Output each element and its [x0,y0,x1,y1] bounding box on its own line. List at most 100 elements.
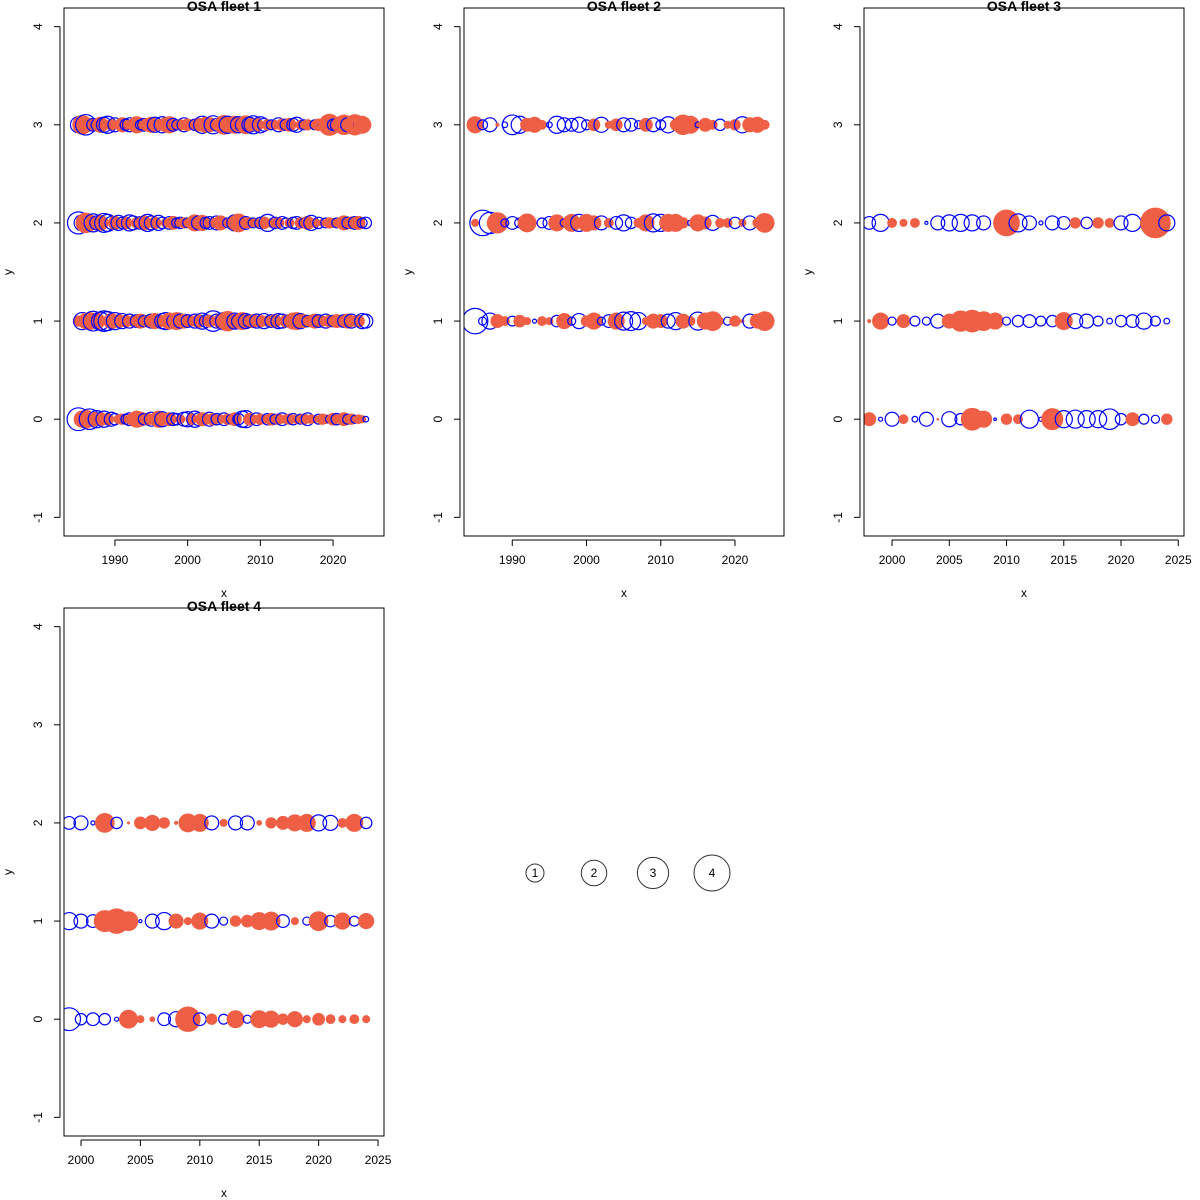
x-axis-label: x [1021,586,1027,600]
negative-residual-bubble [157,1012,172,1027]
negative-residual-bubble [73,815,89,831]
positive-residual-bubble [1104,217,1115,228]
positive-residual-bubble [526,116,543,133]
negative-residual-bubble [64,911,79,931]
y-tick-label: 3 [31,121,45,128]
negative-residual-bubble [1138,413,1150,425]
negative-residual-bubble [930,215,946,231]
negative-residual-bubble [113,1016,120,1022]
negative-residual-bubble [1019,409,1040,429]
negative-residual-bubble [1077,410,1096,429]
legend-size-label: 2 [591,866,598,880]
negative-residual-bubble [1135,312,1153,330]
positive-residual-bubble [298,413,310,425]
negative-residual-bubble [464,307,489,335]
positive-residual-bubble [290,917,299,926]
negative-residual-bubble [227,815,244,831]
y-axis-label: y [801,269,815,275]
negative-residual-bubble [1163,317,1171,325]
positive-residual-bubble [262,1010,280,1028]
positive-residual-bubble [499,316,510,327]
positive-residual-bubble [887,217,898,228]
x-tick-label: 2020 [1108,553,1135,567]
positive-residual-bubble [675,313,691,329]
negative-residual-bubble [909,315,921,327]
x-tick-label: 2005 [127,1153,154,1167]
negative-residual-bubble [1038,220,1044,226]
positive-residual-bubble [936,417,940,421]
positive-residual-bubble [749,116,766,133]
positive-residual-bubble [562,213,581,232]
positive-residual-bubble [308,911,329,931]
positive-residual-bubble [345,813,364,832]
y-tick-label: -1 [431,512,445,523]
x-tick-label: 2005 [936,553,963,567]
bubble-layer [66,113,374,432]
positive-residual-bubble [302,1015,311,1024]
x-tick-label: 2015 [246,1153,273,1167]
positive-residual-bubble [243,217,256,229]
y-axis-label: y [401,269,415,275]
positive-residual-bubble [513,314,527,328]
positive-residual-bubble [94,813,115,833]
negative-residual-bubble [536,217,548,229]
positive-residual-bubble [190,813,209,832]
positive-residual-bubble [168,913,184,929]
negative-residual-bubble [1044,215,1060,231]
positive-residual-bubble [729,119,741,131]
legend-size-label: 3 [650,866,657,880]
negative-residual-bubble [354,312,371,330]
y-tick-label: 1 [431,317,445,324]
positive-residual-bubble [226,1010,245,1029]
plot-frame [863,7,1185,537]
negative-residual-bubble [1035,315,1047,327]
x-tick-label: 2000 [879,553,906,567]
negative-residual-bubble [1021,215,1037,231]
negative-residual-bubble [864,215,877,230]
positive-residual-bubble [261,911,281,931]
positive-residual-bubble [201,117,218,133]
positive-residual-bubble [337,817,348,828]
panel-1: -1 0 1 2 3 4 1990 2000 2010 2020 OSA fleet 1 x y [1,0,385,600]
negative-residual-bubble [98,1012,112,1026]
negative-residual-bubble [564,117,579,132]
negative-residual-bubble [90,820,96,826]
size-legend: 1 2 3 4 [525,854,731,892]
positive-residual-bubble [309,217,320,228]
positive-residual-bubble [174,820,179,825]
negative-residual-bubble [924,220,929,226]
negative-residual-bubble [1067,312,1084,330]
negative-residual-bubble [624,117,639,132]
negative-residual-bubble [616,117,632,133]
positive-residual-bubble [326,412,340,426]
x-tick-label: 2025 [365,1153,392,1167]
legend-size-circle [693,854,731,892]
negative-residual-bubble [609,215,624,230]
negative-residual-bubble [482,117,498,133]
positive-residual-bubble [864,412,877,427]
legend-size-circle [525,863,545,883]
positive-residual-bubble [1161,413,1173,425]
negative-residual-bubble [976,215,992,231]
legend-size-label: 1 [532,866,539,880]
negative-residual-bubble [1008,213,1028,233]
negative-residual-bubble [655,119,667,131]
positive-residual-bubble [754,213,775,233]
positive-residual-bubble [1000,413,1013,425]
positive-residual-bubble [702,311,723,331]
positive-residual-bubble [233,312,252,331]
negative-residual-bubble [1080,216,1093,230]
x-tick-label: 1990 [499,553,526,567]
negative-residual-bubble [1098,408,1121,431]
positive-residual-bubble [715,217,726,228]
y-tick-label: 2 [431,219,445,226]
x-tick-label: 2000 [68,1153,95,1167]
positive-residual-bubble [698,117,713,132]
positive-residual-bubble [896,314,911,329]
y-tick-label: 0 [31,1016,45,1023]
negative-residual-bubble [1011,314,1025,328]
negative-residual-bubble [1079,313,1095,329]
negative-residual-bubble [501,114,523,136]
y-tick-label: 4 [31,623,45,630]
